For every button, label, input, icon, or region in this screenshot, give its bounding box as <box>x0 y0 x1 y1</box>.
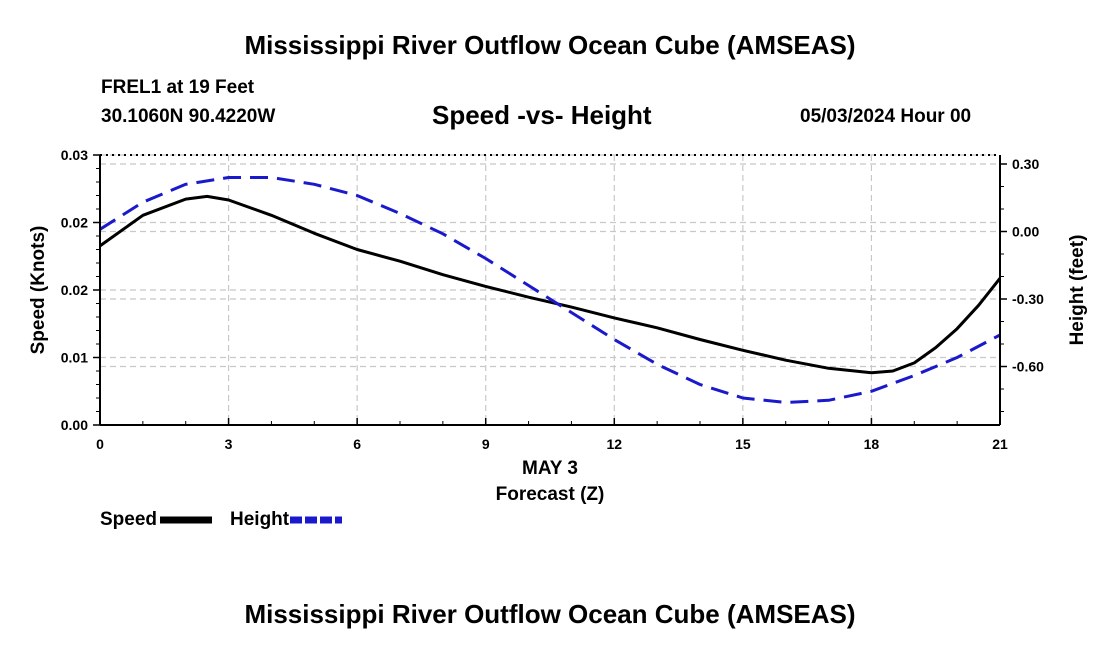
y-left-tick-label-0: 0.00 <box>61 417 88 433</box>
y-left-tick-label-4: 0.03 <box>61 147 88 163</box>
y-right-tick-label-2: -0.30 <box>1012 291 1044 307</box>
y-right-tick-label-0: 0.30 <box>1012 156 1039 172</box>
x-tick-label-4: 12 <box>606 436 622 452</box>
x-axis-title: Forecast (Z) <box>496 484 605 505</box>
y-right-tick-label-1: 0.00 <box>1012 224 1039 240</box>
x-tick-label-6: 18 <box>864 436 880 452</box>
footer-title: Mississippi River Outflow Ocean Cube (AM… <box>244 599 856 629</box>
y-left-axis-title: Speed (Knots) <box>28 226 49 355</box>
station-label: FREL1 at 19 Feet <box>101 77 255 98</box>
y-left-tick-label-1: 0.01 <box>61 350 88 366</box>
x-tick-label-2: 6 <box>353 436 361 452</box>
y-right-axis-title: Height (feet) <box>1067 235 1088 346</box>
axis-ticks <box>93 154 1007 426</box>
page-title: Mississippi River Outflow Ocean Cube (AM… <box>244 30 856 60</box>
legend-label-speed: Speed <box>100 509 157 530</box>
y-left-tick-label-2: 0.02 <box>61 282 88 298</box>
chart-legend: Speed Height <box>100 509 342 530</box>
x-tick-label-7: 21 <box>992 436 1008 452</box>
station-coordinates: 30.1060N 90.4220W <box>101 106 276 127</box>
series-line-height <box>99 176 1001 404</box>
x-tick-label-5: 15 <box>735 436 751 452</box>
y-left-tick-label-3: 0.02 <box>61 215 88 231</box>
chart-title: Speed -vs- Height <box>432 100 652 130</box>
y-right-tick-label-3: -0.60 <box>1012 359 1044 375</box>
plot-frame <box>99 154 1001 426</box>
data-series <box>99 176 1002 404</box>
legend-label-height: Height <box>230 509 290 530</box>
x-axis-date-label: MAY 3 <box>522 458 578 479</box>
x-tick-label-3: 9 <box>482 436 490 452</box>
x-tick-label-1: 3 <box>225 436 233 452</box>
x-tick-label-0: 0 <box>96 436 104 452</box>
forecast-run-time: 05/03/2024 Hour 00 <box>800 106 972 127</box>
grid-lines <box>100 154 1000 425</box>
axis-labels: 0 3 6 9 12 15 18 21 0.00 0.01 0.02 0.02 0.03 0.30 0.00… <box>28 147 1088 505</box>
series-line-speed <box>99 194 1002 375</box>
